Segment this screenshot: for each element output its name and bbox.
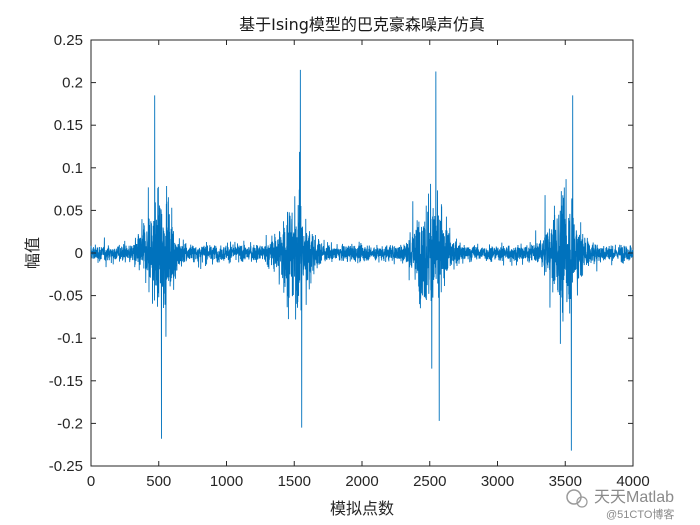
x-tick-label: 2500: [413, 473, 446, 490]
y-tick-label: -0.2: [57, 415, 83, 432]
watermark: 天天Matlab @51CTO博客: [566, 489, 674, 521]
y-tick-label: 0: [75, 245, 83, 262]
y-tick-label: 0.15: [54, 117, 83, 134]
x-tick-label: 500: [146, 473, 171, 490]
y-tick-label: 0.1: [62, 160, 83, 177]
y-tick-label: -0.15: [49, 373, 83, 390]
plot-area: 0.25 0.2 0.15 0.1 0.05 0 -0.05 -0.1 -0.15 -0.2 -0.…: [49, 32, 650, 490]
wechat-icon-bubble: [576, 496, 588, 508]
watermark-line2: @51CTO博客: [606, 507, 674, 521]
y-tick-label: 0.05: [54, 202, 83, 219]
x-tick-label: 3500: [549, 473, 582, 490]
x-tick-label: 1000: [210, 473, 243, 490]
x-tick-label: 2000: [345, 473, 378, 490]
watermark-line1: 天天Matlab: [594, 489, 674, 506]
x-axis-label: 模拟点数: [330, 499, 394, 518]
y-tick-label: 0.25: [54, 32, 83, 49]
y-axis-label: 幅值: [23, 237, 42, 269]
y-tick-label: 0.2: [62, 75, 83, 92]
y-axis: 0.25 0.2 0.15 0.1 0.05 0 -0.05 -0.1 -0.15 -0.2 -0.…: [49, 32, 633, 475]
x-tick-label: 0: [87, 473, 95, 490]
x-tick-label: 4000: [616, 473, 649, 490]
chart-title: 基于Ising模型的巴克豪森噪声仿真: [239, 15, 485, 34]
y-tick-label: -0.05: [49, 288, 83, 305]
y-tick-label: -0.1: [57, 330, 83, 347]
x-tick-label: 1500: [278, 473, 311, 490]
x-tick-label: 3000: [481, 473, 514, 490]
x-axis: 0 500 1000 1500 2000 2500 3000 3500 4000: [87, 40, 650, 490]
series-line: [90, 69, 634, 451]
y-tick-label: -0.25: [49, 458, 83, 475]
